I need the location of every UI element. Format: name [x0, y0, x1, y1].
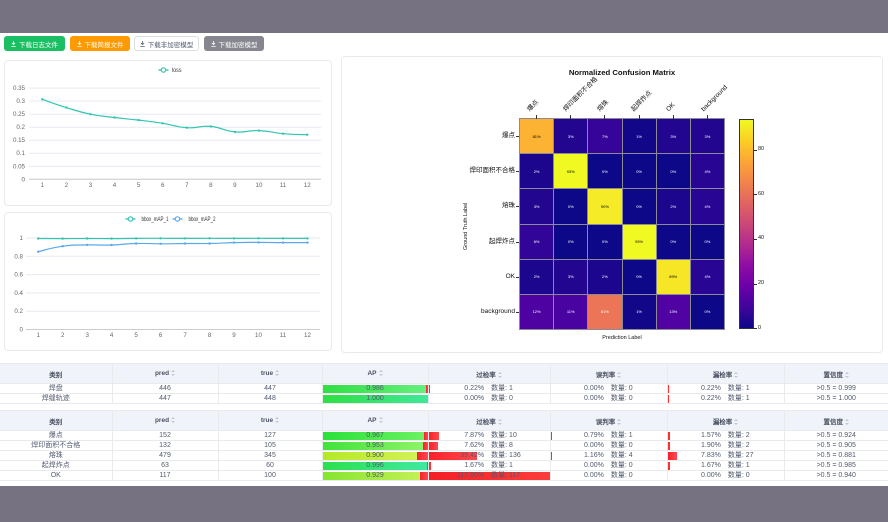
svg-text:0.05: 0.05 — [13, 163, 26, 170]
svg-text:12: 12 — [304, 332, 311, 339]
svg-text:8: 8 — [209, 182, 213, 189]
svg-text:bbox_mAP_2: bbox_mAP_2 — [189, 217, 216, 223]
svg-text:6: 6 — [159, 332, 163, 339]
svg-text:0.4: 0.4 — [14, 290, 23, 297]
svg-text:11: 11 — [280, 182, 287, 189]
svg-text:1: 1 — [41, 182, 45, 189]
svg-text:9: 9 — [233, 182, 237, 189]
svg-text:5: 5 — [134, 332, 138, 339]
svg-text:8: 8 — [208, 332, 212, 339]
svg-text:0.6: 0.6 — [14, 272, 23, 279]
svg-text:7: 7 — [183, 332, 187, 339]
svg-text:0.15: 0.15 — [13, 137, 26, 144]
svg-text:0.1: 0.1 — [16, 150, 25, 157]
svg-text:7: 7 — [185, 182, 189, 189]
svg-text:6: 6 — [161, 182, 165, 189]
svg-text:10: 10 — [255, 332, 262, 339]
svg-text:0.25: 0.25 — [13, 111, 26, 118]
svg-text:2: 2 — [65, 182, 69, 189]
svg-text:9: 9 — [232, 332, 236, 339]
svg-text:11: 11 — [280, 332, 287, 339]
svg-text:0.35: 0.35 — [13, 85, 26, 92]
svg-text:0.2: 0.2 — [16, 124, 25, 131]
svg-text:10: 10 — [256, 182, 263, 189]
svg-text:1: 1 — [36, 332, 40, 339]
svg-text:0.3: 0.3 — [16, 98, 25, 105]
svg-text:1: 1 — [20, 235, 24, 242]
svg-text:loss: loss — [172, 68, 182, 74]
svg-text:12: 12 — [304, 182, 311, 189]
svg-text:4: 4 — [113, 182, 117, 189]
svg-text:3: 3 — [85, 332, 89, 339]
svg-text:bbox_mAP_1: bbox_mAP_1 — [142, 217, 169, 223]
svg-text:0: 0 — [20, 327, 24, 334]
svg-text:5: 5 — [137, 182, 141, 189]
svg-text:4: 4 — [110, 332, 114, 339]
svg-text:3: 3 — [89, 182, 93, 189]
svg-text:2: 2 — [61, 332, 65, 339]
svg-text:0.8: 0.8 — [14, 253, 23, 260]
svg-text:0: 0 — [22, 176, 26, 183]
svg-text:0.2: 0.2 — [14, 308, 23, 315]
